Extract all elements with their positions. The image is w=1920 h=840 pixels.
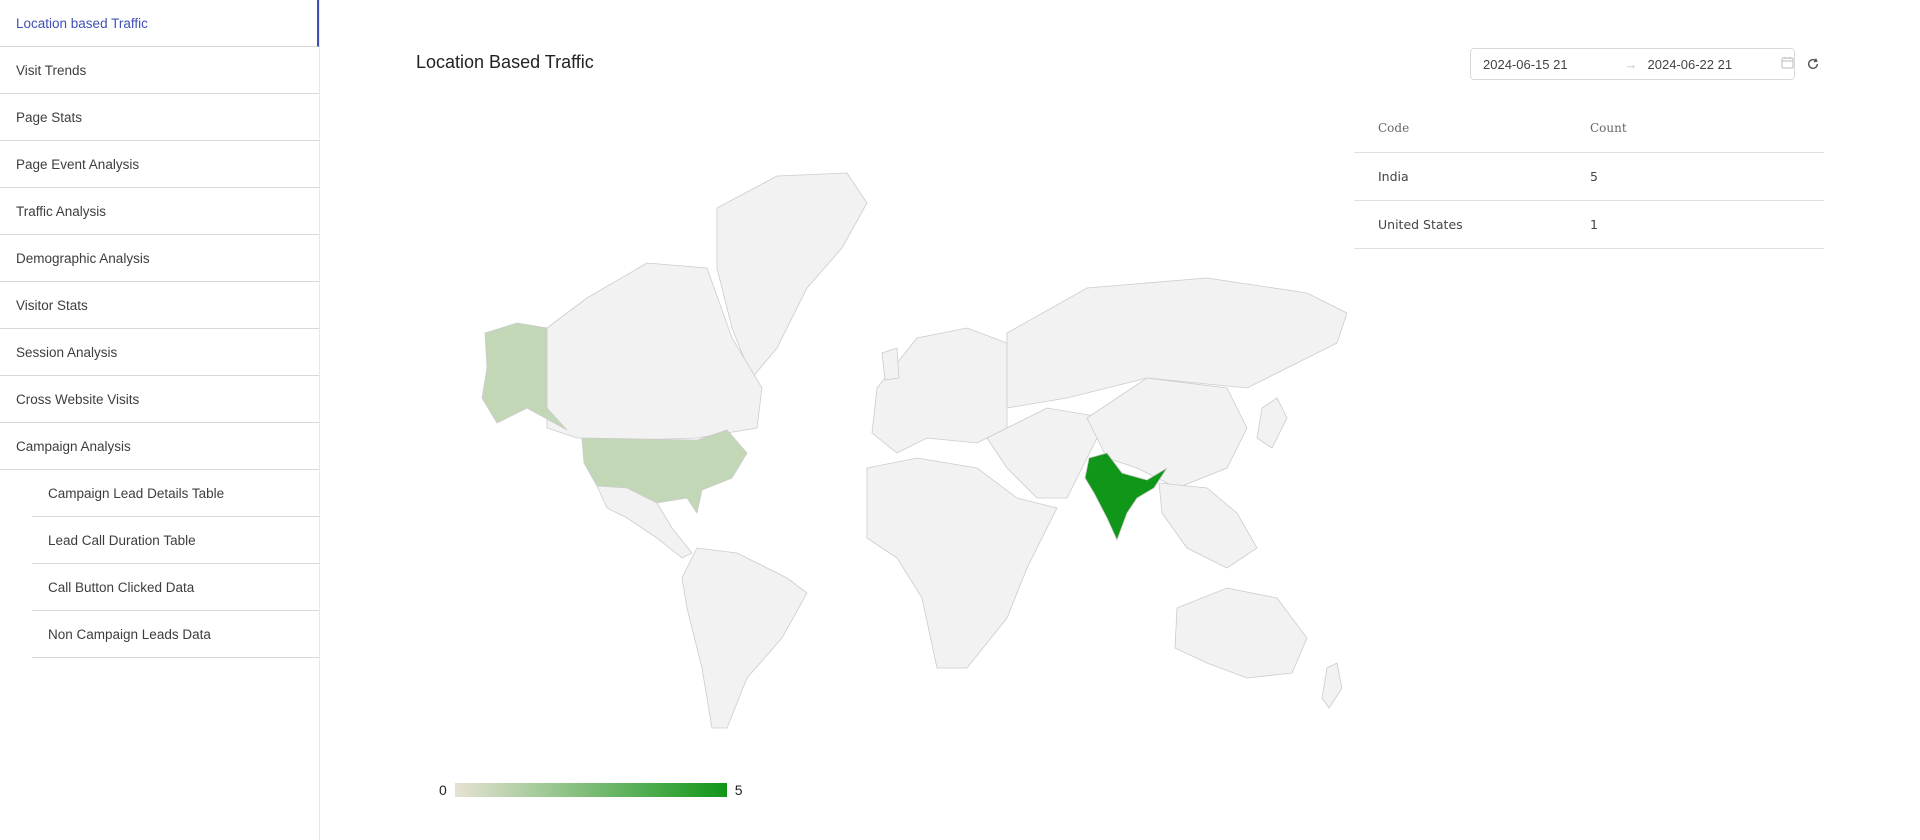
cell-code: United States	[1378, 217, 1463, 232]
color-legend: 0 5	[439, 782, 743, 798]
date-start-input[interactable]: 2024-06-15 21	[1483, 56, 1568, 72]
world-map	[447, 168, 1348, 748]
table-header: Code Count	[1354, 104, 1824, 153]
legend-max-label: 5	[734, 782, 743, 798]
cell-count: 1	[1590, 217, 1598, 232]
sidebar-subitem-lead-call-duration-table[interactable]: Lead Call Duration Table	[32, 517, 319, 564]
map-region-southeast-asia[interactable]	[1158, 482, 1258, 569]
date-end-input[interactable]: 2024-06-22 21	[1647, 56, 1733, 72]
map-region-new-zealand[interactable]	[1321, 662, 1343, 709]
date-range-picker[interactable]: 2024-06-15 21 → 2024-06-22 21	[1470, 48, 1795, 80]
table-row: United States 1	[1354, 201, 1824, 249]
map-region-europe[interactable]	[871, 327, 1008, 454]
map-region-alaska[interactable]	[481, 322, 568, 431]
sidebar-subitem-campaign-lead-details-table[interactable]: Campaign Lead Details Table	[32, 470, 319, 517]
map-region-south-america[interactable]	[681, 547, 808, 729]
map-region-canada[interactable]	[546, 262, 763, 441]
map-region-india[interactable]	[1084, 452, 1168, 542]
main-content: Location Based Traffic 2024-06-15 21 → 2…	[320, 0, 1920, 840]
map-region-russia[interactable]	[1006, 277, 1348, 409]
cell-count: 5	[1590, 169, 1598, 184]
legend-gradient-bar	[454, 783, 727, 797]
column-header-count[interactable]: Count	[1590, 121, 1627, 135]
sidebar-item-traffic-analysis[interactable]: Traffic Analysis	[0, 188, 319, 235]
legend-min-label: 0	[439, 782, 447, 798]
map-region-africa[interactable]	[866, 457, 1058, 669]
sidebar-item-cross-website-visits[interactable]: Cross Website Visits	[0, 376, 319, 423]
map-region-greenland[interactable]	[716, 172, 868, 379]
map-region-japan[interactable]	[1256, 397, 1288, 449]
sidebar-item-campaign-analysis[interactable]: Campaign Analysis	[0, 423, 319, 470]
sidebar-subitem-non-campaign-leads-data[interactable]: Non Campaign Leads Data	[32, 611, 319, 658]
sidebar-item-session-analysis[interactable]: Session Analysis	[0, 329, 319, 376]
sidebar-item-page-stats[interactable]: Page Stats	[0, 94, 319, 141]
location-table: Code Count India 5 United States 1	[1354, 104, 1824, 249]
refresh-button[interactable]	[1803, 54, 1823, 74]
date-range-arrow-icon: →	[1624, 56, 1638, 72]
map-region-middle-east[interactable]	[986, 407, 1108, 499]
cell-code: India	[1378, 169, 1409, 184]
map-region-uk[interactable]	[881, 347, 900, 381]
map-region-mexico[interactable]	[596, 485, 693, 559]
sidebar-item-visit-trends[interactable]: Visit Trends	[0, 47, 319, 94]
table-row: India 5	[1354, 153, 1824, 201]
sidebar-item-location-based-traffic[interactable]: Location based Traffic	[0, 0, 319, 47]
sidebar-subitem-call-button-clicked-data[interactable]: Call Button Clicked Data	[32, 564, 319, 611]
page-title: Location Based Traffic	[416, 52, 594, 72]
calendar-icon[interactable]	[1781, 56, 1794, 72]
sidebar-item-demographic-analysis[interactable]: Demographic Analysis	[0, 235, 319, 282]
sidebar-item-page-event-analysis[interactable]: Page Event Analysis	[0, 141, 319, 188]
refresh-icon	[1807, 58, 1819, 70]
map-region-australia[interactable]	[1174, 587, 1308, 679]
sidebar: Location based Traffic Visit Trends Page…	[0, 0, 320, 840]
sidebar-item-visitor-stats[interactable]: Visitor Stats	[0, 282, 319, 329]
map-region-china[interactable]	[1086, 377, 1248, 489]
column-header-code[interactable]: Code	[1378, 121, 1410, 135]
